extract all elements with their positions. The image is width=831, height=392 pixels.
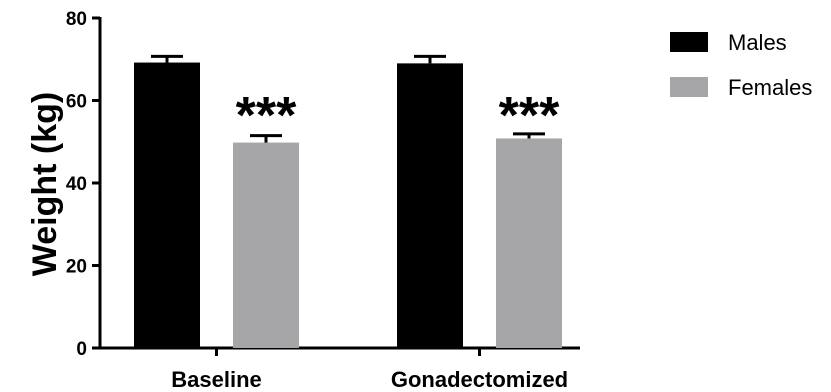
bar-females [233,142,299,348]
significance-label: *** [499,87,560,145]
legend-swatch-females [670,77,708,97]
bars: *** *** [134,54,562,349]
x-tick-label: Gonadectomized [391,367,568,392]
y-tick-label: 80 [66,9,87,30]
significance-label: *** [236,87,297,145]
y-tick-label: 60 [66,92,87,113]
bar-males [397,63,463,348]
y-tick-label: 0 [76,339,87,360]
bar-males [134,62,200,349]
legend-label-females: Females [728,75,812,100]
y-tick-label: 20 [66,257,87,278]
y-axis-title: Weight (kg) [26,92,64,276]
x-tick-label: Baseline [171,367,262,392]
y-tick-label: 40 [66,174,87,195]
axes: 0 20 40 60 80 Baseline Gonadectomized [66,9,580,392]
bar-females [496,138,562,348]
legend-swatch-males [670,32,708,52]
legend: Males Females [670,30,812,100]
legend-label-males: Males [728,30,787,55]
